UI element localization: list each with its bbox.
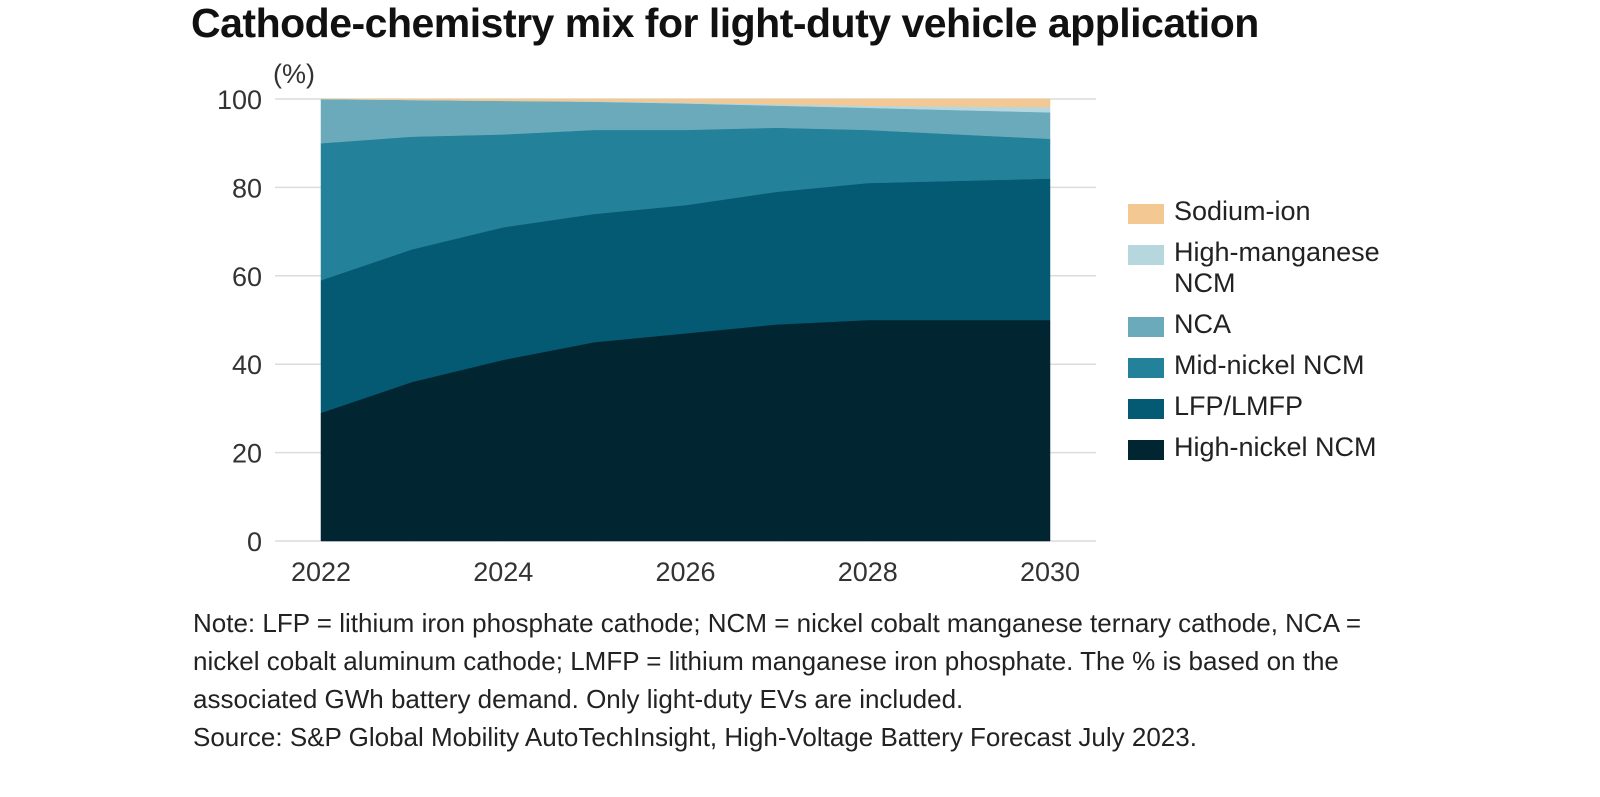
x-axis-ticks: 2022 2024 2026 2028 2030 — [291, 557, 1080, 587]
y-tick-label: 100 — [217, 85, 262, 115]
legend-swatch — [1128, 399, 1164, 419]
legend-label: NCA — [1174, 309, 1232, 339]
legend-item: Mid-nickel NCM — [1128, 350, 1414, 381]
source-text: Source: S&P Global Mobility AutoTechInsi… — [193, 722, 1197, 752]
y-axis-unit-label: (%) — [273, 59, 315, 89]
legend-label: LFP/LMFP — [1174, 391, 1304, 421]
legend-label: High-manganese NCM — [1174, 237, 1380, 298]
legend-item: High-manganese NCM — [1128, 237, 1414, 299]
y-tick-label: 40 — [232, 350, 262, 380]
x-tick-label: 2022 — [291, 557, 351, 587]
area-series — [320, 98, 1051, 542]
area-sodium-ion — [320, 98, 1051, 108]
legend-item: High-nickel NCM — [1128, 432, 1414, 463]
legend: Sodium-ion High-manganese NCM NCA Mid-nicke… — [1128, 196, 1414, 473]
x-tick-label: 2026 — [655, 557, 715, 587]
x-tick-label: 2028 — [838, 557, 898, 587]
legend-item: Sodium-ion — [1128, 196, 1414, 227]
legend-label: Sodium-ion — [1174, 196, 1311, 226]
legend-label: Mid-nickel NCM — [1174, 350, 1365, 380]
legend-item: NCA — [1128, 309, 1414, 340]
y-tick-label: 60 — [232, 262, 262, 292]
chart-title: Cathode-chemistry mix for light-duty veh… — [191, 0, 1259, 46]
legend-swatch — [1128, 245, 1164, 265]
chart-notes: Note: LFP = lithium iron phosphate catho… — [193, 604, 1393, 756]
legend-swatch — [1128, 358, 1164, 378]
note-text: Note: LFP = lithium iron phosphate catho… — [193, 608, 1362, 714]
legend-swatch — [1128, 204, 1164, 224]
x-tick-label: 2024 — [473, 557, 533, 587]
y-tick-label: 20 — [232, 439, 262, 469]
y-axis-ticks: 0 20 40 60 80 100 — [217, 85, 262, 557]
y-tick-label: 80 — [232, 173, 262, 203]
legend-item: LFP/LMFP — [1128, 391, 1414, 422]
legend-swatch — [1128, 440, 1164, 460]
stacked-area-chart: 0 20 40 60 80 100 2022 2024 2026 2028 2030 (%) — [217, 59, 1096, 587]
legend-label: High-nickel NCM — [1174, 432, 1377, 462]
x-tick-label: 2030 — [1020, 557, 1080, 587]
legend-swatch — [1128, 317, 1164, 337]
y-tick-label: 0 — [247, 527, 262, 557]
